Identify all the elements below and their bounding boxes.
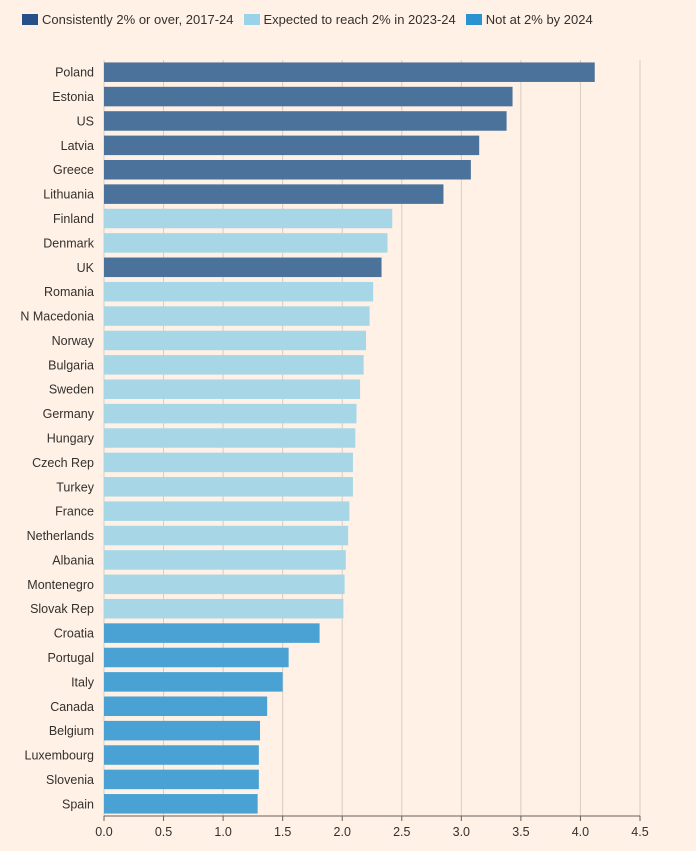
category-label: Albania	[52, 553, 94, 567]
legend-label-expected: Expected to reach 2% in 2023-24	[263, 12, 456, 27]
bar-montenegro	[104, 574, 345, 595]
category-label: Estonia	[52, 90, 94, 104]
category-label: Denmark	[43, 236, 94, 250]
category-label: Germany	[43, 407, 95, 421]
category-label: Netherlands	[27, 529, 94, 543]
category-label: Italy	[71, 675, 95, 689]
bar-uk	[104, 257, 382, 278]
category-label: Poland	[55, 66, 94, 80]
legend: Consistently 2% or over, 2017-24 Expecte…	[22, 12, 593, 27]
bar-denmark	[104, 233, 388, 253]
bar-greece	[104, 159, 471, 180]
category-label: Croatia	[54, 627, 94, 641]
bar-latvia	[104, 135, 480, 156]
x-tick-label: 4.5	[631, 825, 648, 839]
legend-label-consistent: Consistently 2% or over, 2017-24	[42, 12, 234, 27]
category-label: Latvia	[61, 139, 94, 153]
bar-canada	[104, 696, 268, 717]
bar-turkey	[104, 477, 353, 497]
bar-sweden	[104, 379, 361, 399]
legend-swatch-consistent	[22, 14, 38, 25]
x-tick-label: 4.0	[572, 825, 589, 839]
bar-us	[104, 111, 507, 131]
bar-finland	[104, 208, 393, 229]
category-label: US	[77, 114, 94, 128]
category-label: Canada	[50, 700, 94, 714]
bar-spain	[104, 794, 258, 814]
x-tick-label: 1.5	[274, 825, 291, 839]
category-label: Spain	[62, 797, 94, 811]
category-label: Slovak Rep	[30, 602, 94, 616]
category-label: Belgium	[49, 724, 94, 738]
x-tick-label: 3.5	[512, 825, 529, 839]
category-label: Slovenia	[46, 773, 94, 787]
category-label: Sweden	[49, 383, 94, 397]
category-label: France	[55, 505, 94, 519]
bar-lithuania	[104, 184, 444, 204]
legend-item-expected: Expected to reach 2% in 2023-24	[243, 12, 456, 27]
category-label: Norway	[52, 334, 95, 348]
category-label: Greece	[53, 163, 94, 177]
bar-slovenia	[104, 769, 259, 790]
bar-n-macedonia	[104, 306, 370, 326]
bar-albania	[104, 550, 346, 570]
legend-swatch-not	[465, 14, 482, 25]
bar-bulgaria	[104, 355, 364, 375]
category-label: Romania	[44, 285, 94, 299]
x-tick-label: 1.0	[214, 825, 231, 839]
x-tick-label: 2.5	[393, 825, 410, 839]
bar-italy	[104, 672, 283, 692]
bar-slovak-rep	[104, 598, 344, 619]
category-label: Portugal	[47, 651, 94, 665]
category-label: Hungary	[47, 432, 95, 446]
bar-norway	[104, 330, 367, 351]
category-label: Bulgaria	[48, 358, 94, 372]
bar-netherlands	[104, 525, 349, 546]
legend-swatch-expected	[243, 14, 260, 25]
bar-luxembourg	[104, 745, 259, 765]
bar-estonia	[104, 86, 513, 107]
bar-portugal	[104, 647, 289, 668]
category-label: Montenegro	[27, 578, 94, 592]
x-tick-label: 2.0	[334, 825, 351, 839]
legend-item-not: Not at 2% by 2024	[465, 12, 593, 27]
bar-croatia	[104, 623, 320, 643]
x-tick-label: 0.5	[155, 825, 172, 839]
bar-germany	[104, 403, 357, 424]
category-label: N Macedonia	[20, 310, 94, 324]
bar-hungary	[104, 428, 356, 448]
category-label: Lithuania	[43, 188, 94, 202]
category-label: Czech Rep	[32, 456, 94, 470]
bar-france	[104, 501, 350, 521]
legend-item-consistent: Consistently 2% or over, 2017-24	[22, 12, 234, 27]
legend-label-not: Not at 2% by 2024	[485, 12, 593, 27]
category-label: Turkey	[56, 480, 94, 494]
bar-poland	[104, 62, 595, 82]
x-tick-label: 0.0	[95, 825, 112, 839]
bar-romania	[104, 281, 374, 302]
category-label: UK	[77, 261, 95, 275]
bar-czech-rep	[104, 452, 353, 473]
category-label: Luxembourg	[25, 749, 95, 763]
x-tick-label: 3.0	[453, 825, 470, 839]
bar-belgium	[104, 720, 261, 741]
category-label: Finland	[53, 212, 94, 226]
